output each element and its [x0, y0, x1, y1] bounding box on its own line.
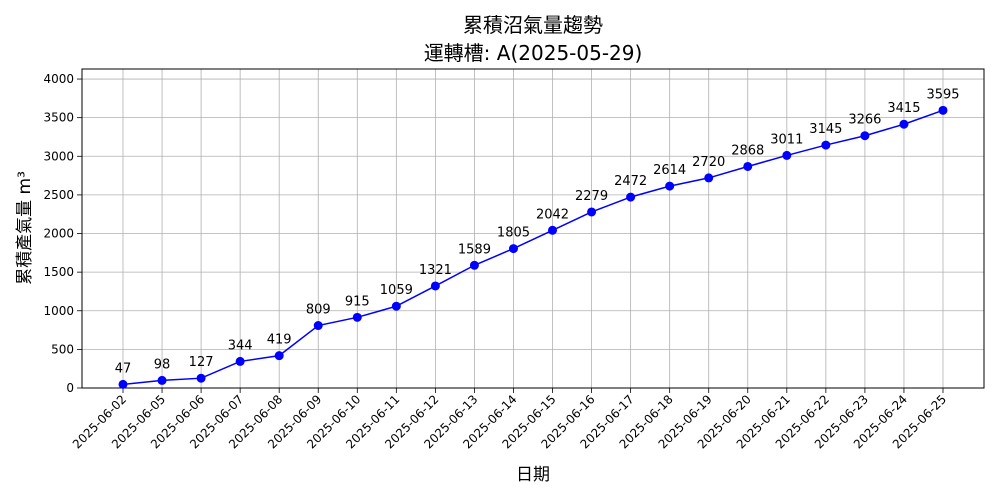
data-point: [313, 321, 323, 331]
data-point: [469, 260, 479, 270]
data-point: [704, 173, 714, 183]
y-tick-label: 500: [51, 342, 74, 356]
y-tick-label: 0: [66, 381, 74, 395]
data-label: 2042: [536, 207, 569, 222]
data-point: [860, 131, 870, 141]
data-label: 2720: [692, 155, 725, 170]
x-axis-label: 日期: [516, 465, 550, 485]
data-point: [899, 119, 909, 129]
data-label: 3145: [809, 122, 842, 137]
y-tick-label: 3000: [43, 149, 74, 163]
data-label: 344: [228, 338, 253, 353]
data-label: 3011: [770, 132, 803, 147]
data-point: [938, 105, 948, 115]
series-cumulative-biogas: [118, 105, 948, 389]
data-label: 809: [306, 303, 331, 318]
data-label: 3415: [887, 101, 920, 116]
series-line: [122, 109, 944, 386]
data-point: [196, 373, 206, 383]
data-point: [782, 150, 792, 160]
data-point: [587, 207, 597, 217]
y-tick-label: 1500: [43, 265, 74, 279]
data-point: [430, 281, 440, 291]
data-point: [665, 181, 675, 191]
data-label: 1805: [497, 226, 530, 241]
data-point: [626, 192, 636, 202]
y-tick-label: 1000: [43, 304, 74, 318]
data-label: 1321: [419, 263, 452, 278]
data-point: [391, 301, 401, 311]
chart-subtitle: 運轉槽: A(2025-05-29): [424, 41, 643, 65]
data-point: [157, 375, 167, 385]
plot-frame: [81, 68, 985, 389]
data-label: 2472: [614, 174, 647, 189]
data-label: 1589: [458, 242, 491, 257]
data-label: 98: [154, 357, 171, 372]
data-label: 419: [267, 333, 292, 348]
data-label: 2614: [653, 163, 686, 178]
data-label: 2279: [575, 189, 608, 204]
data-label: 3266: [848, 113, 881, 128]
data-point: [743, 161, 753, 171]
y-tick-label: 4000: [43, 72, 74, 86]
data-label: 3595: [926, 87, 959, 102]
data-point: [274, 351, 284, 361]
data-point: [235, 356, 245, 366]
y-tick-label: 2000: [43, 227, 74, 241]
y-tick-label: 2500: [43, 188, 74, 202]
data-point: [821, 140, 831, 150]
data-label: 127: [189, 355, 214, 370]
data-point: [352, 312, 362, 322]
data-label: 915: [345, 294, 370, 309]
data-point: [548, 225, 558, 235]
chart-title: 累積沼氣量趨勢: [463, 13, 603, 37]
data-point: [508, 244, 518, 254]
data-label: 47: [115, 361, 132, 376]
data-labels: 47 98 127 344 419 809 915 1059 1321 1589 1805 2042 2…: [115, 87, 960, 376]
data-point: [118, 379, 128, 389]
data-label: 2868: [731, 143, 764, 158]
y-tick-label: 3500: [43, 111, 74, 125]
data-label: 1059: [380, 283, 413, 298]
y-axis-label: 累積產氣量 m³: [15, 171, 35, 285]
